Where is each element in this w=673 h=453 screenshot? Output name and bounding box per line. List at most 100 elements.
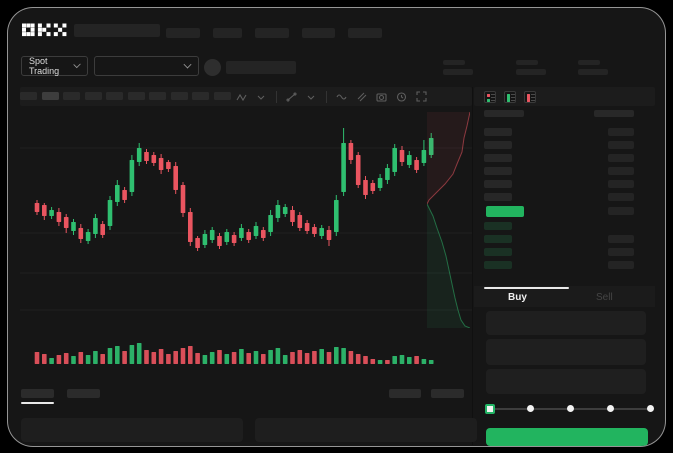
chevron-down-icon[interactable] xyxy=(256,91,267,103)
toolbar-divider xyxy=(276,91,277,103)
timeframe-8[interactable] xyxy=(170,92,188,100)
okx-logo[interactable] xyxy=(22,23,68,37)
active-tab-underline xyxy=(484,287,569,289)
nav-item-3[interactable] xyxy=(255,28,289,38)
tab-buy[interactable]: Buy xyxy=(508,292,527,303)
orderbook-col-header-price xyxy=(484,110,524,117)
panel-divider xyxy=(472,87,473,445)
amount-input[interactable] xyxy=(486,339,646,365)
chart-toolbar xyxy=(20,87,472,106)
slider-stop-50pct[interactable] xyxy=(566,405,574,412)
stat-label-placeholder xyxy=(443,60,465,65)
slider-stop-25pct[interactable] xyxy=(526,405,534,412)
stat-label-placeholder xyxy=(516,60,538,65)
stat-label-placeholder xyxy=(578,60,600,65)
nav-item-2[interactable] xyxy=(213,28,242,38)
nav-item-5[interactable] xyxy=(348,28,382,38)
timeframe-row xyxy=(20,92,231,100)
ask-row-5-amount[interactable] xyxy=(608,180,634,188)
ask-row-4-price[interactable] xyxy=(484,167,512,175)
timeframe-3[interactable] xyxy=(63,92,80,100)
bottom-right-block-1[interactable] xyxy=(389,389,421,398)
line-tool-icon[interactable] xyxy=(286,91,297,103)
stat-value-placeholder xyxy=(443,69,473,75)
last-price-amount xyxy=(608,207,634,215)
bid-row-4-price[interactable] xyxy=(484,261,512,269)
bid-row-4-amount[interactable] xyxy=(608,261,634,269)
orderbook-view-toggles xyxy=(484,91,536,103)
top-nav-left xyxy=(22,23,160,37)
toolbar-divider xyxy=(326,91,327,103)
bottom-right-block-2[interactable] xyxy=(431,389,464,398)
bottom-tab-history[interactable] xyxy=(67,389,100,398)
book-asks-icon[interactable] xyxy=(524,91,536,103)
slider-stop-75pct[interactable] xyxy=(606,405,614,412)
history-clock-icon[interactable] xyxy=(396,91,407,103)
trade-tabs xyxy=(474,286,655,307)
timeframe-5[interactable] xyxy=(106,92,123,100)
timeframe-1[interactable] xyxy=(20,92,37,100)
camera-icon[interactable] xyxy=(376,91,387,103)
ask-row-2-amount[interactable] xyxy=(608,141,634,149)
book-bids-icon[interactable] xyxy=(504,91,516,103)
market-type-label: Spot Trading xyxy=(29,56,60,76)
pair-name-placeholder xyxy=(226,61,296,74)
main-nav xyxy=(166,28,382,38)
bottom-panel-left xyxy=(21,418,243,442)
timeframe-4[interactable] xyxy=(84,92,102,100)
orderbook-col-header-amount xyxy=(594,110,634,117)
bottom-active-tab-underline xyxy=(21,402,54,404)
tab-sell[interactable]: Sell xyxy=(596,292,613,303)
chevron-down-icon xyxy=(73,60,81,69)
bid-row-3-price[interactable] xyxy=(484,248,512,256)
chevron-down-icon[interactable] xyxy=(306,91,317,103)
ask-row-1-price[interactable] xyxy=(484,128,512,136)
bid-row-3-amount[interactable] xyxy=(608,248,634,256)
wave-tool-icon[interactable] xyxy=(336,91,347,103)
chevron-down-icon xyxy=(183,60,192,69)
bid-row-2-price[interactable] xyxy=(484,235,512,243)
ask-row-4-amount[interactable] xyxy=(608,167,634,175)
ask-row-1-amount[interactable] xyxy=(608,128,634,136)
stat-value-placeholder xyxy=(516,69,546,75)
ruler-icon[interactable] xyxy=(356,91,367,103)
zigzag-indicator-icon[interactable] xyxy=(236,91,247,103)
fullscreen-icon[interactable] xyxy=(416,91,427,103)
timeframe-6[interactable] xyxy=(127,92,145,100)
buy-submit-button[interactable] xyxy=(486,428,648,446)
market-type-dropdown[interactable]: Spot Trading xyxy=(21,56,88,76)
slider-stop-100pct[interactable] xyxy=(646,405,654,412)
ask-row-2-price[interactable] xyxy=(484,141,512,149)
stat-group-2 xyxy=(516,60,546,75)
last-price-block[interactable] xyxy=(486,206,524,217)
logo-adjacent-placeholder xyxy=(74,23,160,37)
coin-icon xyxy=(204,59,221,76)
amount-slider[interactable] xyxy=(485,403,654,414)
timeframe-7[interactable] xyxy=(149,92,166,100)
bid-row-1-price[interactable] xyxy=(484,222,512,230)
orderbook-header xyxy=(474,87,655,106)
candlestick-chart[interactable] xyxy=(20,108,472,370)
bottom-panel-right xyxy=(255,418,477,442)
ask-row-6-amount[interactable] xyxy=(608,193,634,201)
book-both-icon[interactable] xyxy=(484,91,496,103)
price-input[interactable] xyxy=(486,311,646,335)
ask-row-5-price[interactable] xyxy=(484,180,512,188)
stat-group-1 xyxy=(443,60,473,75)
pair-selector-dropdown[interactable] xyxy=(94,56,199,76)
timeframe-2[interactable] xyxy=(41,92,59,100)
stat-value-placeholder xyxy=(578,69,608,75)
nav-item-1[interactable] xyxy=(166,28,200,38)
slider-stop-0pct[interactable] xyxy=(485,403,495,414)
ask-row-6-price[interactable] xyxy=(484,193,512,201)
app-window: Spot Trading Buy Sell xyxy=(7,7,666,447)
timeframe-9[interactable] xyxy=(192,92,209,100)
stat-group-3 xyxy=(578,60,608,75)
bottom-tab-open-orders[interactable] xyxy=(21,389,54,398)
bid-row-2-amount[interactable] xyxy=(608,235,634,243)
nav-item-4[interactable] xyxy=(302,28,335,38)
total-input[interactable] xyxy=(486,369,646,394)
timeframe-10[interactable] xyxy=(213,92,231,100)
ask-row-3-price[interactable] xyxy=(484,154,512,162)
ask-row-3-amount[interactable] xyxy=(608,154,634,162)
